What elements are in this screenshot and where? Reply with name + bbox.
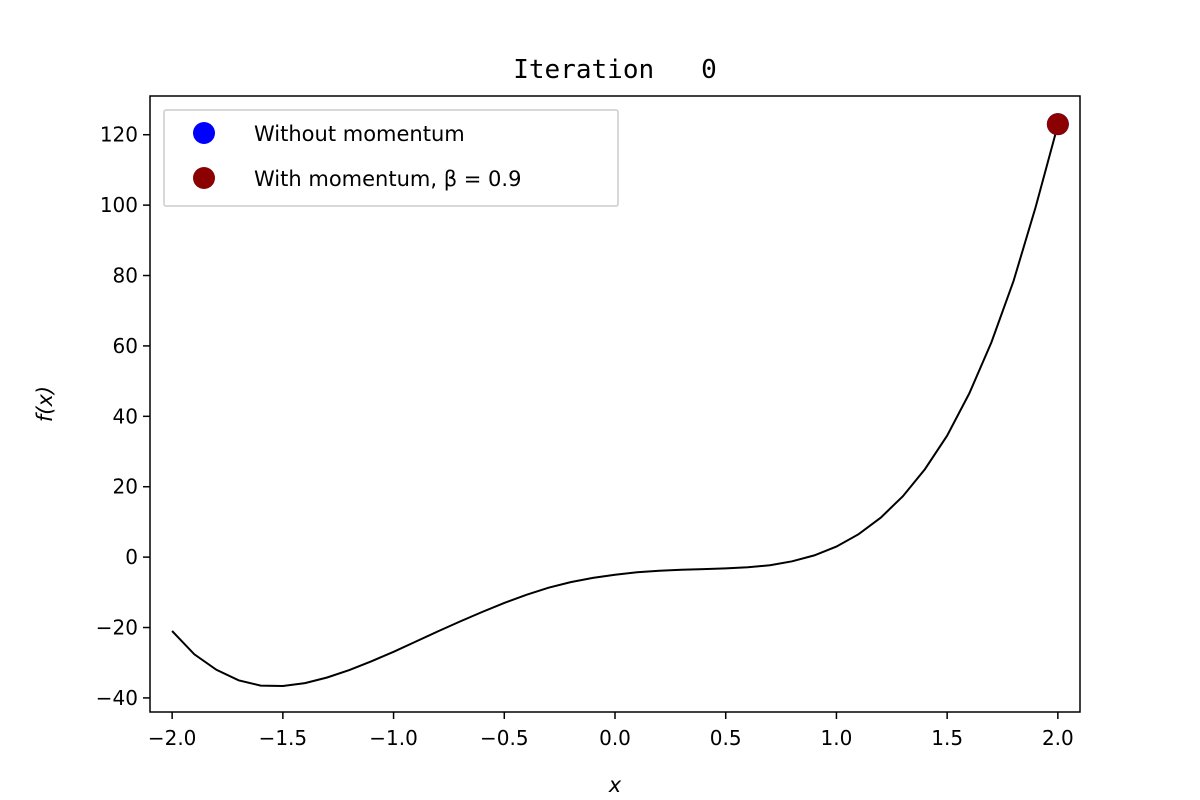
x-tick-label: 2.0 (1042, 726, 1074, 750)
legend-marker-without-momentum (193, 122, 215, 144)
legend-label-with-momentum: With momentum, β = 0.9 (254, 167, 521, 191)
y-tick-label: 60 (113, 334, 138, 358)
x-tick-label: −1.5 (259, 726, 308, 750)
y-tick-label: 40 (113, 404, 138, 428)
legend-label-without-momentum: Without momentum (254, 122, 465, 146)
y-tick-label: −20 (96, 616, 138, 640)
series-1-point-0 (1046, 113, 1069, 136)
x-tick-label: 1.0 (821, 726, 853, 750)
y-tick-label: −40 (96, 686, 138, 710)
x-tick-label: 0.5 (710, 726, 742, 750)
y-tick-label: 120 (100, 123, 138, 147)
y-tick-label: 0 (125, 545, 138, 569)
legend-box (163, 109, 619, 207)
x-tick-label: 1.5 (931, 726, 963, 750)
x-tick-label: −2.0 (148, 726, 197, 750)
function-curve (171, 124, 1059, 688)
y-tick-label: 80 (113, 264, 138, 288)
x-tick-label: −0.5 (480, 726, 529, 750)
legend-marker-with-momentum (193, 167, 215, 189)
y-tick-label: 20 (113, 475, 138, 499)
y-axis-label: f(x) (33, 386, 57, 422)
x-axis-label: x (608, 773, 622, 797)
x-tick-label: −1.0 (369, 726, 418, 750)
y-tick-label: 100 (100, 193, 138, 217)
legend: Without momentum With momentum, β = 0.9 (163, 109, 619, 207)
x-tick-label: 0.0 (599, 726, 631, 750)
chart-title: Iteration 0 (513, 55, 717, 85)
